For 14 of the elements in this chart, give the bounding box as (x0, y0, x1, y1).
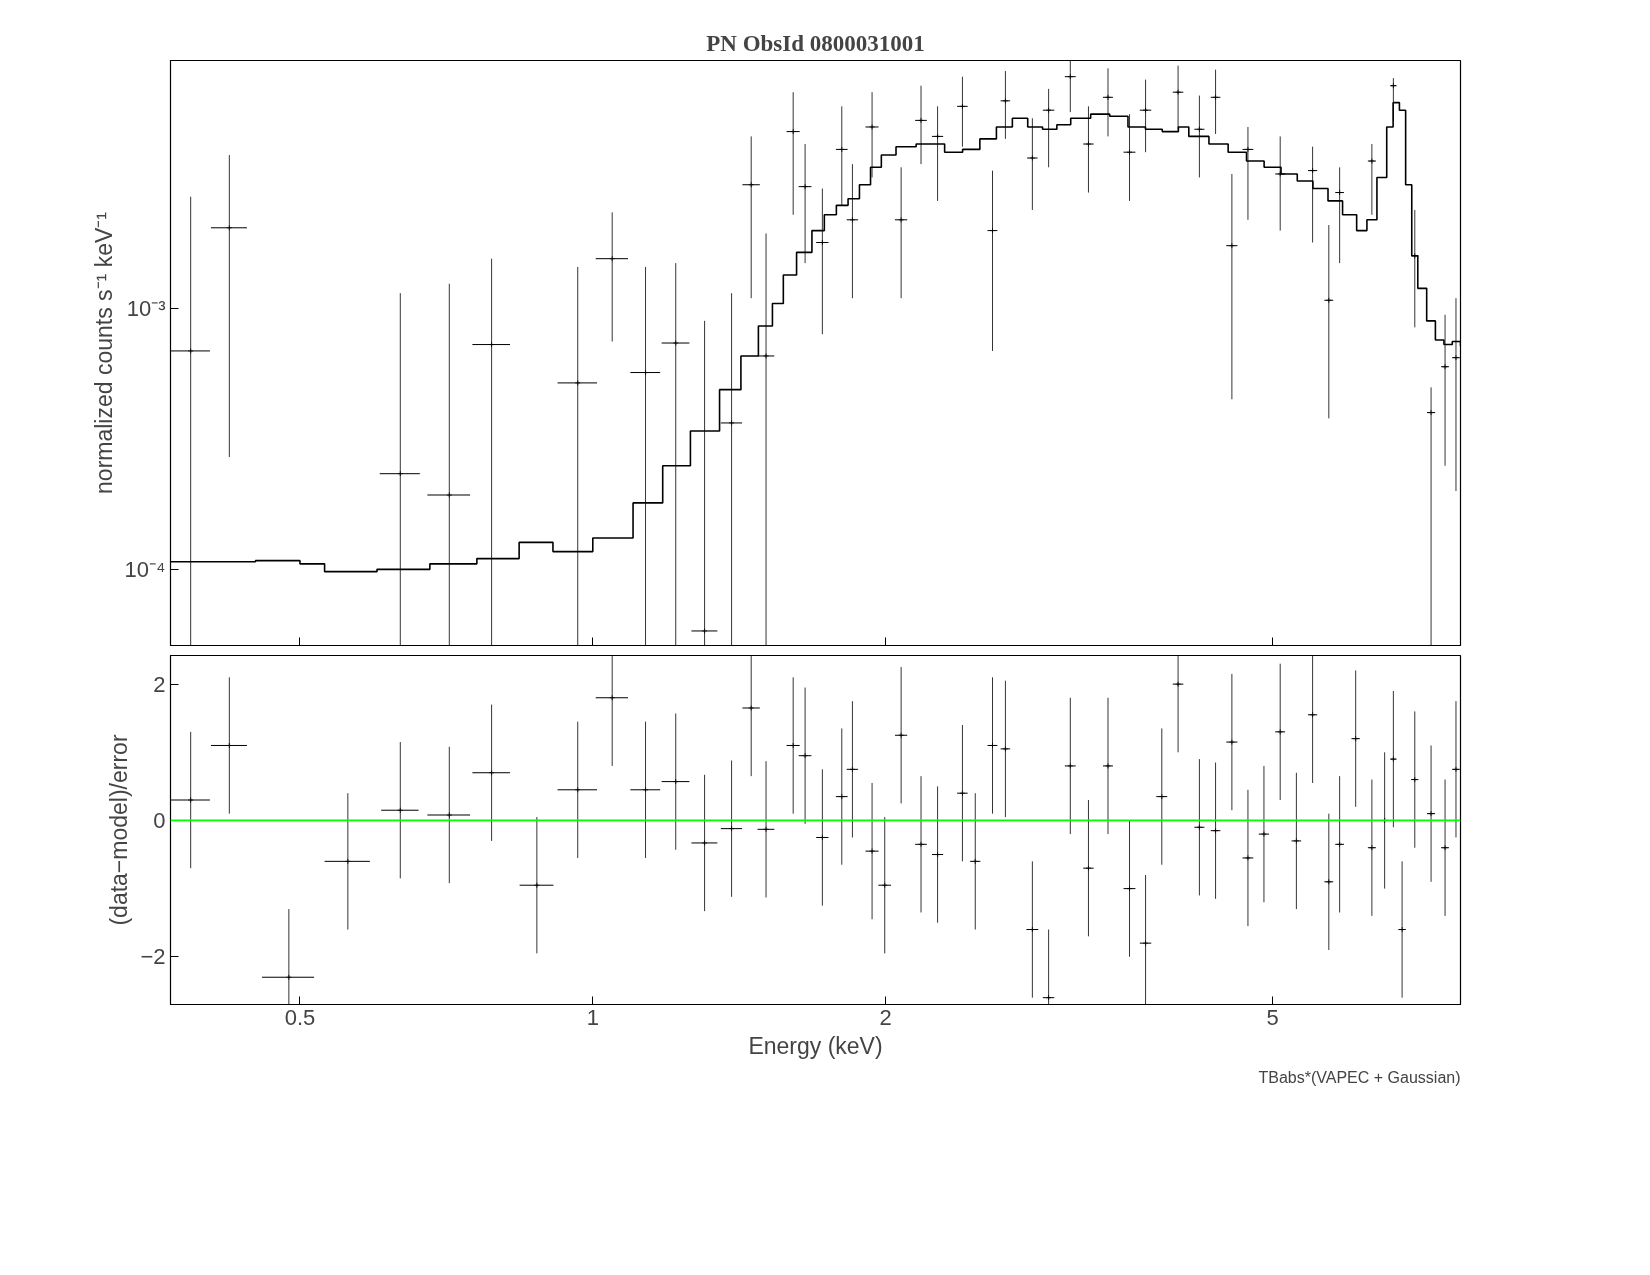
x-tick-label: 0.5 (284, 1004, 316, 1030)
y-axis-title: (data−model)/error (106, 734, 133, 926)
x-axis-title: Energy (keV) (748, 1032, 883, 1059)
chart-title: PN ObsId 0800031001 (706, 30, 925, 56)
x-tick-label: 5 (1266, 1004, 1279, 1030)
x-tick-label: 1 (586, 1004, 599, 1030)
y-tick-label: 2 (153, 671, 166, 697)
y-tick-label: 10⁻⁴ (124, 556, 166, 582)
y-tick-label: 0 (153, 807, 166, 833)
y-tick-label: 10⁻³ (126, 296, 166, 322)
x-tick-label: 2 (879, 1004, 892, 1030)
y-tick-label: −2 (140, 944, 166, 970)
y-axis-title: normalized counts s⁻¹ keV⁻¹ (90, 211, 117, 494)
text: TBabs*(VAPEC + Gaussian) (1258, 1068, 1461, 1086)
